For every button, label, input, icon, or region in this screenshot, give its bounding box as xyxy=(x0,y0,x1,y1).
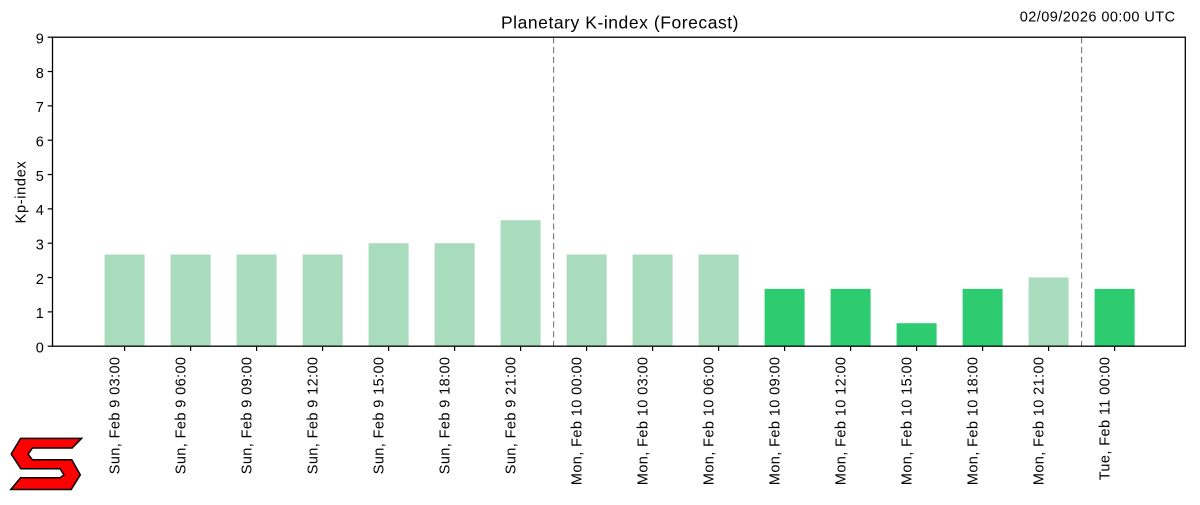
svg-text:Sun, Feb 9 03:00: Sun, Feb 9 03:00 xyxy=(107,357,123,475)
svg-text:Mon, Feb 10 18:00: Mon, Feb 10 18:00 xyxy=(965,357,981,486)
svg-text:Sun, Feb 9 09:00: Sun, Feb 9 09:00 xyxy=(239,357,255,475)
svg-text:6: 6 xyxy=(36,135,44,151)
svg-text:3: 3 xyxy=(36,238,44,254)
svg-text:2: 2 xyxy=(36,272,44,288)
svg-text:4: 4 xyxy=(36,203,44,219)
svg-text:Kp-index: Kp-index xyxy=(13,161,29,224)
svg-text:9: 9 xyxy=(36,32,44,48)
svg-text:Sun, Feb 9 06:00: Sun, Feb 9 06:00 xyxy=(173,357,189,475)
svg-text:Tue, Feb 11 00:00: Tue, Feb 11 00:00 xyxy=(1097,357,1113,481)
svg-text:Sun, Feb 9 12:00: Sun, Feb 9 12:00 xyxy=(305,357,321,475)
svg-text:0: 0 xyxy=(36,341,44,357)
svg-text:5: 5 xyxy=(36,169,44,185)
svg-text:Sun, Feb 9 15:00: Sun, Feb 9 15:00 xyxy=(371,357,387,475)
svg-text:02/09/2026 00:00 UTC: 02/09/2026 00:00 UTC xyxy=(1020,9,1176,25)
svg-text:Mon, Feb 10 06:00: Mon, Feb 10 06:00 xyxy=(701,357,717,486)
svg-text:Planetary K-index (Forecast): Planetary K-index (Forecast) xyxy=(501,13,739,33)
svg-text:7: 7 xyxy=(36,100,44,116)
svg-text:Mon, Feb 10 00:00: Mon, Feb 10 00:00 xyxy=(569,357,585,486)
svg-text:Sun, Feb 9 18:00: Sun, Feb 9 18:00 xyxy=(437,357,453,475)
svg-text:Mon, Feb 10 15:00: Mon, Feb 10 15:00 xyxy=(899,357,915,486)
svg-text:Mon, Feb 10 21:00: Mon, Feb 10 21:00 xyxy=(1031,357,1047,486)
svg-text:Mon, Feb 10 12:00: Mon, Feb 10 12:00 xyxy=(833,357,849,486)
svg-text:8: 8 xyxy=(36,66,44,82)
svg-text:Mon, Feb 10 03:00: Mon, Feb 10 03:00 xyxy=(635,357,651,486)
svg-text:Mon, Feb 10 09:00: Mon, Feb 10 09:00 xyxy=(767,357,783,486)
svg-text:Sun, Feb 9 21:00: Sun, Feb 9 21:00 xyxy=(503,357,519,475)
svg-text:1: 1 xyxy=(36,306,44,322)
